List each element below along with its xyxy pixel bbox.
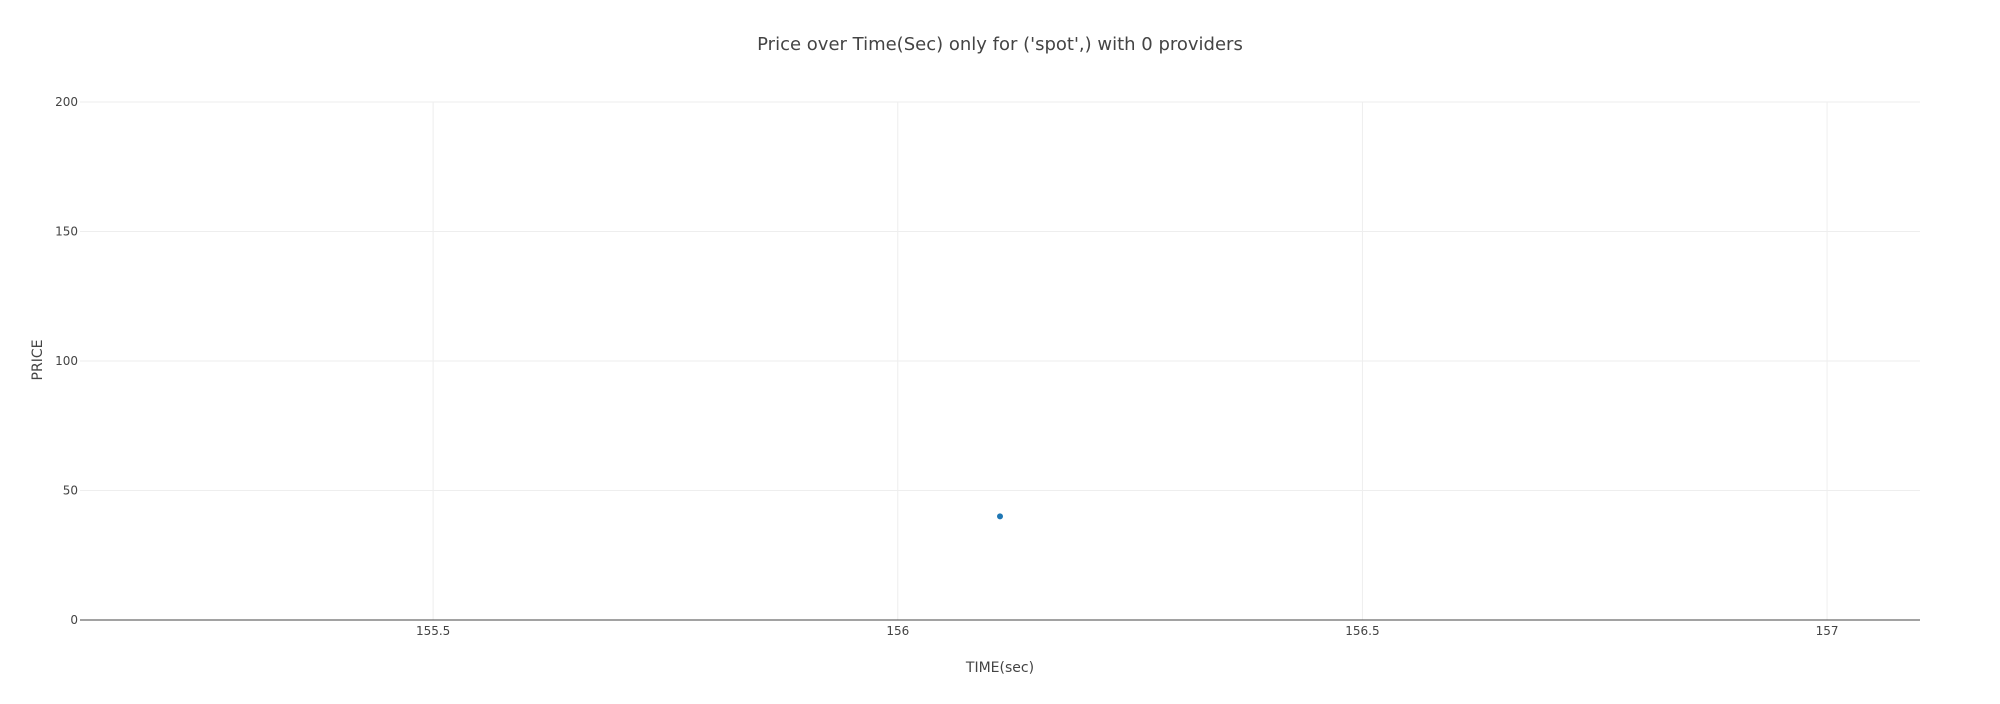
- y-gridlines: [80, 101, 1920, 491]
- y-tick-label: 50: [63, 484, 78, 498]
- y-axis-label: PRICE: [30, 340, 46, 381]
- chart-title: Price over Time(Sec) only for ('spot',) …: [757, 34, 1243, 55]
- data-points: [997, 513, 1003, 520]
- y-tick-label: 200: [55, 95, 78, 109]
- x-tick-label: 155.5: [416, 624, 450, 638]
- x-axis-label: TIME(sec): [965, 660, 1034, 676]
- y-tick-label: 100: [55, 354, 78, 368]
- x-gridlines: [432, 102, 1828, 620]
- y-tick-label: 150: [55, 225, 78, 239]
- x-tick-labels: 155.5 156 156.5 157: [416, 624, 1839, 638]
- y-tick-label: 0: [70, 613, 78, 627]
- x-tick-label: 157: [1816, 624, 1839, 638]
- x-tick-label: 156.5: [1345, 624, 1379, 638]
- y-tick-labels: 0 50 100 150 200: [55, 95, 78, 627]
- data-point: [997, 513, 1003, 520]
- x-tick-label: 156: [886, 624, 909, 638]
